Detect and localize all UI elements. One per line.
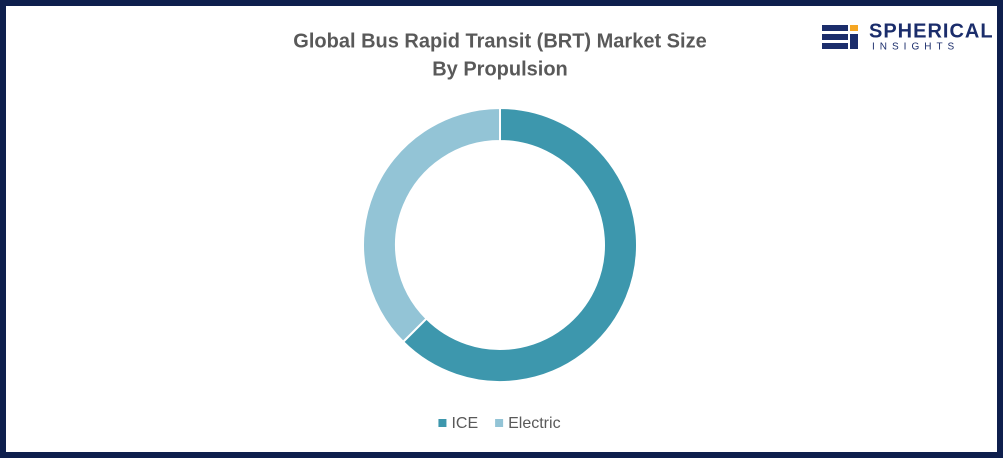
logo-bar [822, 25, 848, 31]
logo: SPHERICAL INSIGHTS [822, 20, 994, 53]
donut-slice [401, 106, 638, 383]
legend-label: ICE [451, 415, 478, 432]
chart-title: Global Bus Rapid Transit (BRT) Market Si… [293, 30, 706, 52]
logo-bar [822, 43, 848, 49]
donut-slice [362, 106, 501, 344]
logo-bar [822, 34, 848, 40]
logo-bar [850, 25, 858, 31]
legend-label: Electric [508, 415, 560, 432]
logo-name: SPHERICAL [869, 20, 994, 42]
logo-bar [850, 34, 858, 49]
legend-swatch [495, 419, 504, 427]
chart-subtitle: By Propulsion [432, 58, 568, 80]
legend-swatch [438, 419, 447, 427]
logo-tagline: INSIGHTS [872, 42, 959, 53]
